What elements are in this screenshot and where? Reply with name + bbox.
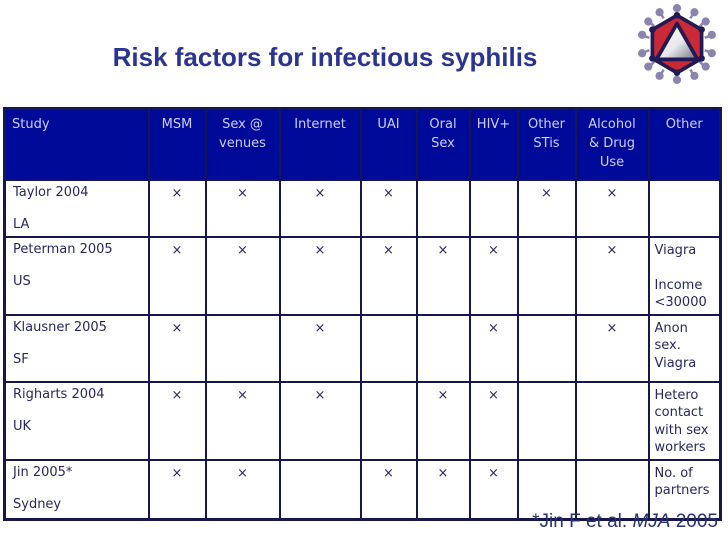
mark-cell: × (468, 313, 519, 383)
column-header-oral-sex: Oral Sex (415, 107, 471, 181)
mark-cell: × (278, 235, 362, 316)
other-risk-cell: Anon sex. Viagra (647, 313, 722, 383)
mark-cell: × (204, 235, 281, 316)
other-risk-cell: No. of partners (647, 458, 722, 521)
mark-cell (359, 313, 418, 383)
page-title: Risk factors for infectious syphilis (112, 42, 538, 72)
study-name: Jin 2005* (13, 464, 73, 480)
mark-cell: × (359, 178, 418, 238)
mark-cell: × (204, 178, 281, 238)
table-row: Klausner 2005 SF × × × × Anon sex. Viagr… (3, 313, 722, 383)
mark-cell: × (204, 380, 281, 461)
mark-cell: × (468, 235, 519, 316)
mark-cell (516, 313, 577, 383)
mark-cell: × (278, 380, 362, 461)
risk-factors-table: Study MSM Sex @ venues Internet UAI Oral… (3, 107, 722, 522)
other-risk-cell (647, 178, 722, 238)
mark-cell: × (468, 458, 519, 521)
mark-cell: × (204, 458, 281, 521)
study-cell: Klausner 2005 SF (3, 313, 150, 383)
study-location: UK (13, 418, 32, 434)
other-risk-cell: Hetero contact with sex workers (647, 380, 722, 461)
mark-cell: × (147, 458, 207, 521)
study-name: Taylor 2004 (13, 184, 89, 200)
mark-cell: × (516, 178, 577, 238)
column-header-alcohol-drug-use: Alcohol & Drug Use (574, 107, 650, 181)
mark-cell (574, 458, 650, 521)
citation-prefix: *Jin F et al. (532, 511, 633, 532)
table-row: Taylor 2004 LA × × × × × × (3, 178, 722, 238)
study-location: SF (13, 351, 29, 367)
mark-cell (468, 178, 519, 238)
mark-cell (574, 380, 650, 461)
mark-cell: × (574, 313, 650, 383)
study-cell: Peterman 2005 US (3, 235, 150, 316)
study-name: Peterman 2005 (13, 241, 113, 257)
mark-cell: × (359, 458, 418, 521)
study-cell: Taylor 2004 LA (3, 178, 150, 238)
citation-suffix: 2005 (670, 511, 718, 532)
mark-cell: × (147, 380, 207, 461)
column-header-study: Study (3, 107, 150, 181)
column-header-hiv: HIV+ (468, 107, 519, 181)
mark-cell (415, 313, 471, 383)
mark-cell: × (147, 178, 207, 238)
other-risk-cell: Viagra Income <30000 (647, 235, 722, 316)
study-name: Righarts 2004 (13, 386, 105, 402)
table-header-row: Study MSM Sex @ venues Internet UAI Oral… (3, 107, 722, 181)
mark-cell: × (574, 178, 650, 238)
mark-cell: × (574, 235, 650, 316)
mark-cell (204, 313, 281, 383)
column-header-uai: UAI (359, 107, 418, 181)
mark-cell (359, 380, 418, 461)
mark-cell (516, 458, 577, 521)
column-header-other: Other (647, 107, 722, 181)
mark-cell: × (415, 458, 471, 521)
citation-journal: MJA (632, 511, 671, 532)
table-row: Righarts 2004 UK × × × × × Hetero contac… (3, 380, 722, 461)
mark-cell (516, 380, 577, 461)
mark-cell: × (147, 313, 207, 383)
mark-cell (415, 178, 471, 238)
mark-cell: × (147, 235, 207, 316)
mark-cell: × (415, 235, 471, 316)
mark-cell: × (278, 178, 362, 238)
column-header-other-stis: Other STis (516, 107, 577, 181)
mark-cell: × (359, 235, 418, 316)
study-location: US (13, 273, 31, 289)
mark-cell: × (468, 380, 519, 461)
study-name: Klausner 2005 (13, 319, 107, 335)
study-cell: Righarts 2004 UK (3, 380, 150, 461)
virus-capsid-logo-icon (638, 4, 716, 84)
study-location: LA (13, 216, 30, 232)
mark-cell: × (278, 313, 362, 383)
mark-cell (516, 235, 577, 316)
mark-cell: × (415, 380, 471, 461)
study-cell: Jin 2005* Sydney (3, 458, 150, 521)
column-header-msm: MSM (147, 107, 207, 181)
table-row: Peterman 2005 US × × × × × × × Viagra In… (3, 235, 722, 316)
table-row: Jin 2005* Sydney × × × × × No. of partne… (3, 458, 722, 521)
column-header-sex-at-venues: Sex @ venues (204, 107, 281, 181)
column-header-internet: Internet (278, 107, 362, 181)
study-location: Sydney (13, 496, 62, 512)
mark-cell (278, 458, 362, 521)
citation-footnote: *Jin F et al. MJA 2005 (532, 511, 718, 533)
